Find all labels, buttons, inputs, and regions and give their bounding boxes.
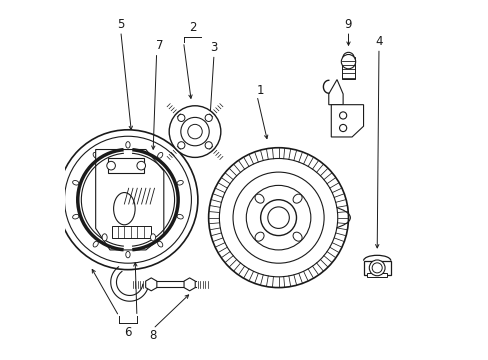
- Ellipse shape: [177, 180, 183, 185]
- Polygon shape: [145, 278, 157, 291]
- Ellipse shape: [93, 152, 98, 158]
- Ellipse shape: [157, 152, 163, 158]
- Text: 5: 5: [117, 18, 124, 31]
- Text: 9: 9: [344, 18, 351, 31]
- Circle shape: [187, 124, 202, 139]
- Circle shape: [260, 200, 296, 235]
- Circle shape: [204, 142, 212, 149]
- Circle shape: [371, 263, 382, 273]
- Ellipse shape: [255, 194, 264, 203]
- Ellipse shape: [73, 215, 79, 219]
- Bar: [112, 226, 151, 238]
- Circle shape: [267, 207, 289, 228]
- Circle shape: [106, 161, 115, 170]
- Ellipse shape: [73, 180, 79, 185]
- Circle shape: [204, 114, 212, 121]
- Text: 7: 7: [156, 39, 163, 52]
- Ellipse shape: [102, 234, 107, 241]
- Circle shape: [246, 185, 310, 250]
- Circle shape: [181, 117, 209, 146]
- Polygon shape: [96, 149, 163, 250]
- Circle shape: [169, 106, 221, 157]
- Polygon shape: [330, 105, 363, 137]
- Polygon shape: [183, 278, 195, 291]
- Circle shape: [177, 142, 184, 149]
- Text: 4: 4: [374, 35, 382, 49]
- Text: 6: 6: [124, 326, 131, 339]
- Text: 3: 3: [210, 41, 217, 54]
- Ellipse shape: [150, 234, 155, 241]
- Polygon shape: [328, 80, 343, 105]
- Ellipse shape: [157, 241, 163, 247]
- Circle shape: [58, 130, 198, 270]
- Circle shape: [208, 148, 348, 288]
- Ellipse shape: [93, 241, 98, 247]
- Circle shape: [137, 161, 145, 170]
- Ellipse shape: [292, 194, 302, 203]
- Circle shape: [64, 136, 191, 263]
- Text: 2: 2: [188, 21, 196, 34]
- Circle shape: [342, 52, 353, 64]
- Bar: [341, 57, 354, 79]
- Bar: [366, 273, 386, 277]
- Circle shape: [339, 125, 346, 132]
- Circle shape: [219, 158, 337, 277]
- Ellipse shape: [125, 251, 130, 258]
- Circle shape: [368, 260, 384, 276]
- Circle shape: [339, 112, 346, 119]
- Circle shape: [233, 172, 324, 263]
- Ellipse shape: [177, 215, 183, 219]
- Text: 1: 1: [256, 84, 264, 97]
- Bar: [108, 158, 144, 173]
- Bar: [363, 261, 390, 275]
- Ellipse shape: [255, 232, 264, 241]
- Text: 8: 8: [149, 329, 157, 342]
- Circle shape: [177, 114, 184, 121]
- Ellipse shape: [292, 232, 302, 241]
- Ellipse shape: [113, 193, 135, 225]
- Circle shape: [341, 54, 355, 69]
- Ellipse shape: [125, 141, 130, 148]
